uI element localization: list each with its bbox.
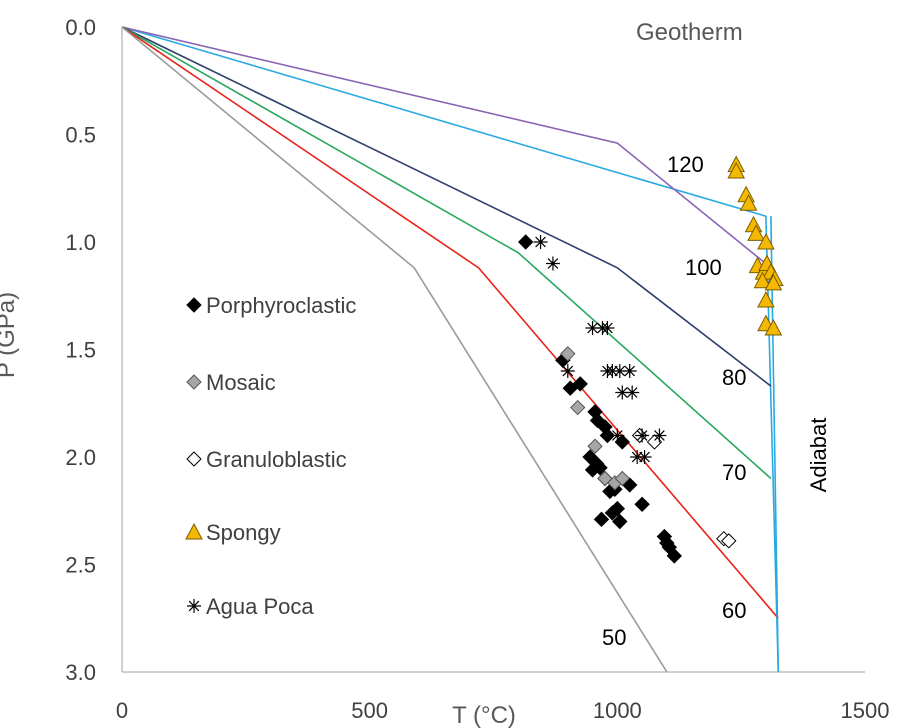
data-points	[517, 155, 784, 564]
y-tick-label: 1.0	[65, 230, 96, 255]
tick-labels: 0.0 0.5 1.0 1.5 2.0 2.5 3.0 0 500 1000 1500	[65, 15, 889, 723]
data-point-porphyroclastic	[609, 500, 626, 517]
data-point-spongy	[753, 271, 772, 289]
x-axis-title: T (°C)	[452, 702, 516, 728]
geotherm-line-adiabat	[770, 216, 780, 673]
legend-marker-porphyroclastic	[186, 297, 202, 313]
data-point-porphyroclastic	[666, 548, 683, 564]
data-point-porphyroclastic	[592, 460, 608, 476]
legend-label-mosaic: Mosaic	[206, 370, 276, 395]
data-point-spongy	[764, 318, 783, 336]
data-point-mosaic	[569, 399, 586, 416]
data-point-porphyroclastic	[572, 376, 588, 392]
y-tick-label: 2.5	[65, 553, 96, 578]
y-axis-title: P (GPa)	[0, 292, 20, 378]
data-point-spongy	[757, 232, 775, 250]
data-point-mosaic	[614, 470, 630, 487]
curve-label-120: 120	[667, 152, 704, 177]
chart-title: Geotherm	[636, 19, 743, 46]
curve-label-adiabat: Adiabat	[806, 418, 831, 493]
data-point-agua-poca	[610, 428, 625, 443]
y-tick-label: 2.0	[65, 445, 96, 470]
data-point-mosaic	[587, 438, 603, 454]
data-point-spongy	[727, 161, 746, 179]
curve-label-80: 80	[722, 365, 746, 390]
legend-marker-granuloblastic	[186, 451, 202, 467]
x-tick-label: 0	[116, 698, 128, 723]
data-point-porphyroclastic	[612, 513, 628, 530]
geotherm-line-80	[121, 26, 772, 387]
data-point-granuloblastic	[721, 533, 737, 549]
legend: Porphyroclastic Mosaic Granuloblastic Spong…	[185, 293, 356, 619]
curve-label-100: 100	[685, 255, 722, 280]
geotherm-line-120	[121, 26, 780, 673]
curve-label-70: 70	[722, 460, 746, 485]
series-porphyroclastic	[517, 234, 683, 564]
data-point-mosaic	[560, 346, 576, 362]
series-agua-poca	[533, 235, 667, 464]
data-point-agua-poca	[625, 385, 640, 400]
data-point-agua-poca	[615, 385, 630, 400]
data-point-agua-poca	[622, 364, 637, 378]
legend-marker-spongy	[185, 522, 203, 540]
legend-marker-agua-poca	[187, 599, 201, 613]
legend-label-agua-poca: Agua Poca	[206, 594, 314, 619]
geotherm-lines	[121, 26, 780, 673]
data-point-porphyroclastic	[599, 427, 616, 444]
geotherm-line-100	[121, 26, 772, 269]
data-point-spongy	[764, 273, 783, 291]
y-tick-label: 1.5	[65, 338, 96, 363]
geotherm-line-70	[121, 26, 772, 480]
data-point-porphyroclastic	[634, 496, 650, 513]
data-point-agua-poca	[600, 321, 615, 335]
y-tick-label: 0.0	[65, 15, 96, 40]
legend-label-spongy: Spongy	[206, 520, 281, 545]
data-point-spongy	[739, 194, 758, 211]
x-tick-label: 500	[351, 698, 388, 723]
curve-label-50: 50	[602, 625, 626, 650]
geotherm-labels: 120 100 80 70 60 50 Adiabat	[602, 152, 831, 650]
data-point-agua-poca	[635, 428, 650, 443]
data-point-agua-poca	[533, 235, 548, 249]
y-tick-label: 0.5	[65, 123, 96, 148]
data-point-agua-poca	[630, 450, 645, 464]
legend-label-porphyroclastic: Porphyroclastic	[206, 293, 356, 318]
data-point-porphyroclastic	[517, 234, 534, 250]
x-tick-label: 1000	[593, 698, 642, 723]
data-point-porphyroclastic	[593, 511, 610, 528]
curve-label-60: 60	[722, 598, 746, 623]
data-point-agua-poca	[652, 428, 667, 443]
series-granuloblastic	[631, 427, 737, 549]
data-point-agua-poca	[612, 364, 627, 378]
series-mosaic	[560, 346, 630, 491]
data-point-agua-poca	[637, 450, 652, 464]
legend-label-granuloblastic: Granuloblastic	[206, 447, 347, 472]
data-point-agua-poca	[605, 364, 620, 378]
data-point-spongy	[747, 224, 765, 241]
data-point-agua-poca	[560, 364, 575, 378]
data-point-agua-poca	[585, 321, 600, 335]
series-spongy	[727, 155, 784, 336]
legend-marker-mosaic	[186, 374, 202, 390]
data-point-spongy	[757, 290, 775, 308]
axes	[121, 27, 865, 673]
geotherm-line-50	[121, 26, 668, 673]
x-tick-label: 1500	[841, 698, 890, 723]
y-tick-label: 3.0	[65, 660, 96, 685]
data-point-agua-poca	[545, 256, 560, 271]
geotherm-line-60	[121, 26, 779, 619]
